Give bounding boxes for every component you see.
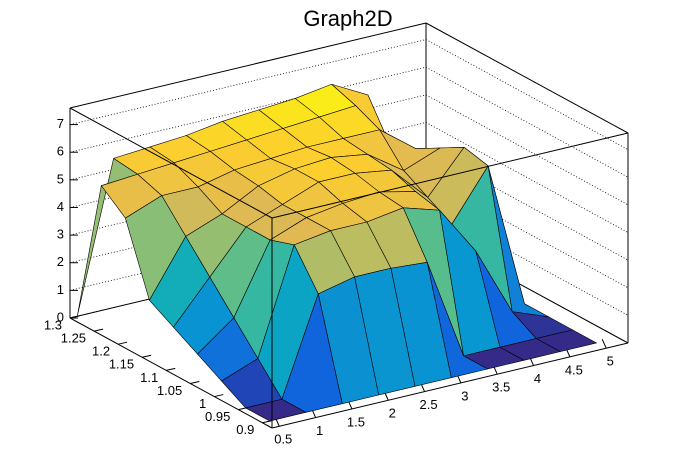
z-tick-label: 0	[57, 309, 64, 324]
z-tick-label: 3	[57, 227, 64, 242]
box-edge	[271, 342, 629, 429]
z-tick-label: 1	[57, 282, 64, 297]
box-edge	[425, 22, 629, 134]
x-tick-label: 1	[316, 423, 323, 438]
x-tick-label: 2	[389, 406, 396, 421]
x-tick-label: 4.5	[565, 362, 583, 377]
z-tick-label: 4	[57, 199, 64, 214]
y-tick-label: 1	[199, 396, 206, 411]
x-tick	[601, 339, 607, 349]
grid-line	[69, 66, 427, 153]
y-tick	[142, 354, 152, 358]
surface-cell	[245, 398, 307, 422]
x-tick-label: 3.5	[492, 380, 510, 395]
y-tick-label: 0.9	[236, 422, 254, 437]
x-tick-label: 2.5	[420, 397, 438, 412]
x-tick-label: 4	[534, 371, 541, 386]
box-edge	[271, 132, 629, 219]
y-tick-label: 1.05	[157, 383, 182, 398]
box-edge	[69, 107, 273, 219]
y-tick	[214, 394, 224, 398]
y-tick-label: 1.1	[140, 370, 158, 385]
grid-line	[425, 39, 629, 150]
z-tick-label: 7	[57, 116, 64, 131]
z-tick-label: 6	[57, 144, 64, 159]
y-tick-label: 1.15	[109, 357, 134, 372]
y-tick-label: 0.95	[205, 409, 230, 424]
x-tick-label: 1.5	[347, 414, 365, 429]
y-tick-label: 1.2	[92, 344, 110, 359]
grid-line	[69, 39, 427, 125]
box-edge	[69, 22, 427, 109]
y-tick-label: 1.25	[61, 331, 86, 346]
x-tick-label: 0.5	[274, 432, 292, 447]
y-tick	[117, 341, 128, 345]
chart-title: Graph2D	[303, 6, 392, 31]
x-tick-label: 5	[607, 354, 614, 369]
y-tick	[166, 367, 176, 371]
z-tick-label: 2	[57, 254, 64, 269]
y-tick-label: 1.3	[44, 317, 62, 332]
x-tick-label: 3	[461, 388, 468, 403]
z-tick-label: 5	[57, 171, 64, 186]
y-tick	[93, 328, 104, 332]
y-tick	[190, 380, 200, 384]
